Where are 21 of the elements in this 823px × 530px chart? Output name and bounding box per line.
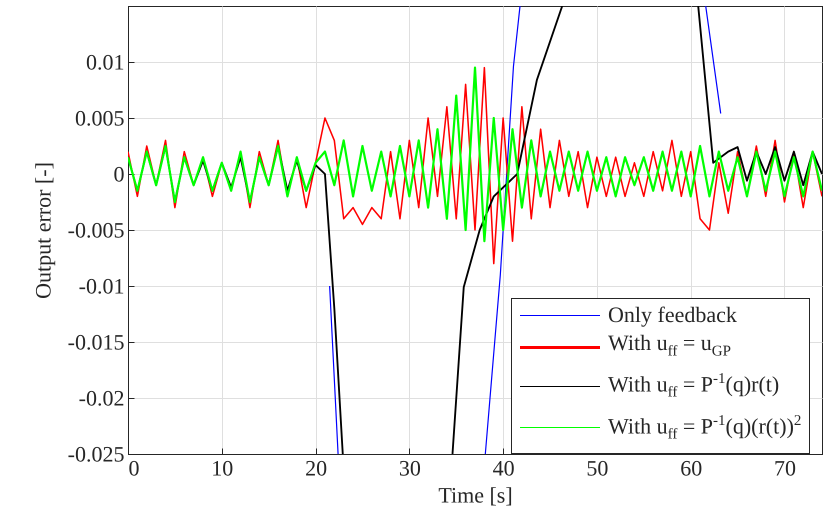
y-tick-label: 0.01 bbox=[86, 50, 124, 74]
x-axis-title: Time [s] bbox=[438, 482, 513, 508]
x-tick-label: 40 bbox=[492, 456, 515, 480]
y-tick-label: -0.01 bbox=[78, 274, 124, 298]
x-tick-label: 30 bbox=[398, 456, 421, 480]
legend-label: Only feedback bbox=[608, 301, 737, 329]
x-tick-label: 10 bbox=[211, 456, 234, 480]
x-tick-label: 50 bbox=[586, 456, 608, 480]
x-tick-label: 70 bbox=[774, 456, 796, 480]
x-tick-label: 60 bbox=[680, 456, 702, 480]
y-tick-label: -0.015 bbox=[68, 330, 124, 354]
y-tick-label: -0.005 bbox=[68, 218, 124, 242]
y-tick-label: 0 bbox=[114, 162, 124, 186]
y-axis-title: Output error [-] bbox=[30, 162, 56, 299]
legend-label: With u$_{ff}$ = u$_{GP}$ bbox=[608, 329, 731, 362]
legend-label: With u$_{ff}$ = P$^{-1}$(q)(r(t))$^{2}$ bbox=[608, 412, 802, 445]
y-tick-label: -0.02 bbox=[78, 386, 124, 410]
y-tick-label: -0.025 bbox=[68, 442, 124, 466]
legend-label: With u$_{ff}$ = P$^{-1}$(q)r(t) bbox=[608, 370, 780, 404]
x-tick-label: 20 bbox=[305, 456, 328, 480]
y-tick-label: 0.005 bbox=[75, 106, 124, 130]
